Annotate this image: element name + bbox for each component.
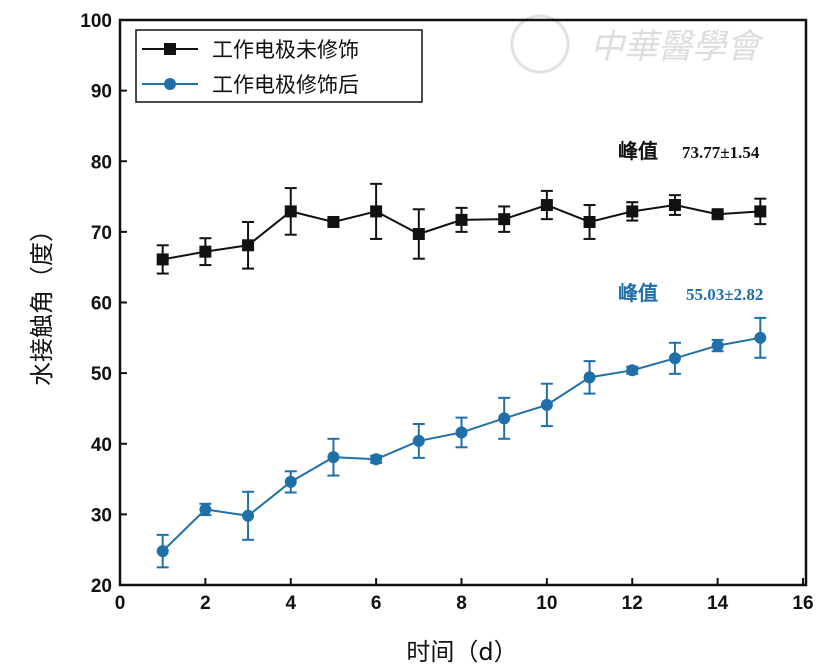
legend: 工作电极未修饰 工作电极修饰后 — [135, 29, 423, 103]
legend-marker-modified — [164, 78, 176, 90]
data-point — [540, 398, 553, 411]
data-point — [626, 364, 639, 377]
annotation-unmodified-peak: 峰值 73.77±1.54 — [618, 139, 760, 163]
annotation-label: 峰值 — [618, 281, 658, 305]
y-tick-label: 30 — [91, 505, 112, 526]
data-point — [498, 213, 511, 226]
x-axis-label: 时间（d） — [406, 638, 517, 666]
y-tick-label: 90 — [91, 82, 112, 103]
data-point — [668, 352, 681, 365]
data-point — [156, 253, 169, 266]
data-point — [583, 371, 596, 384]
data-point — [199, 245, 212, 258]
data-point — [370, 453, 383, 466]
data-point — [626, 205, 639, 218]
data-point — [754, 205, 767, 218]
annotation-value: 73.77±1.54 — [682, 143, 760, 162]
x-tick-label: 8 — [456, 593, 467, 614]
annotation-label: 峰值 — [618, 139, 658, 163]
y-tick-label: 40 — [91, 435, 112, 456]
x-tick-label: 16 — [792, 593, 813, 614]
y-tick-label: 70 — [91, 223, 112, 244]
legend-marker-unmodified — [164, 43, 176, 55]
data-point — [583, 215, 596, 228]
x-tick-label: 6 — [371, 593, 382, 614]
x-tick-label: 4 — [285, 593, 296, 614]
watermark-text: 中華醫學會 — [590, 27, 765, 67]
annotation-value: 55.03±2.82 — [686, 285, 763, 304]
annotation-modified-peak: 峰值 55.03±2.82 — [618, 281, 763, 305]
data-point — [540, 199, 553, 212]
data-point — [370, 205, 383, 218]
x-tick-label: 2 — [200, 593, 211, 614]
y-tick-label: 60 — [91, 294, 112, 315]
data-point — [455, 426, 468, 439]
data-point — [754, 331, 767, 344]
data-point — [327, 215, 340, 228]
data-point — [455, 213, 468, 226]
data-point — [199, 503, 212, 516]
x-tick-label: 0 — [115, 593, 126, 614]
data-point — [284, 205, 297, 218]
series-unmodified — [156, 182, 767, 275]
data-point — [711, 208, 724, 221]
data-point — [242, 509, 255, 522]
y-tick-label: 100 — [80, 11, 112, 32]
data-point — [327, 451, 340, 464]
legend-label-modified: 工作电极修饰后 — [212, 73, 359, 97]
series-modified — [156, 316, 767, 569]
watermark: 中華醫學會 — [510, 14, 765, 74]
y-tick-label: 20 — [91, 576, 112, 597]
x-tick-label: 10 — [536, 593, 557, 614]
legend-label-unmodified: 工作电极未修饰 — [212, 38, 359, 62]
data-point — [668, 199, 681, 212]
x-tick-label: 14 — [707, 593, 729, 614]
y-tick-label: 50 — [91, 364, 112, 385]
data-point — [412, 227, 425, 240]
legend-box — [135, 29, 423, 103]
data-point — [156, 545, 169, 558]
data-point — [412, 434, 425, 447]
x-tick-label: 12 — [622, 593, 643, 614]
data-point — [284, 475, 297, 488]
y-axis-label: 水接触角（度） — [28, 218, 56, 386]
data-point — [498, 412, 511, 425]
data-point — [711, 339, 724, 352]
watermark-seal — [510, 14, 570, 74]
data-point — [242, 239, 255, 252]
y-tick-label: 80 — [91, 152, 112, 173]
